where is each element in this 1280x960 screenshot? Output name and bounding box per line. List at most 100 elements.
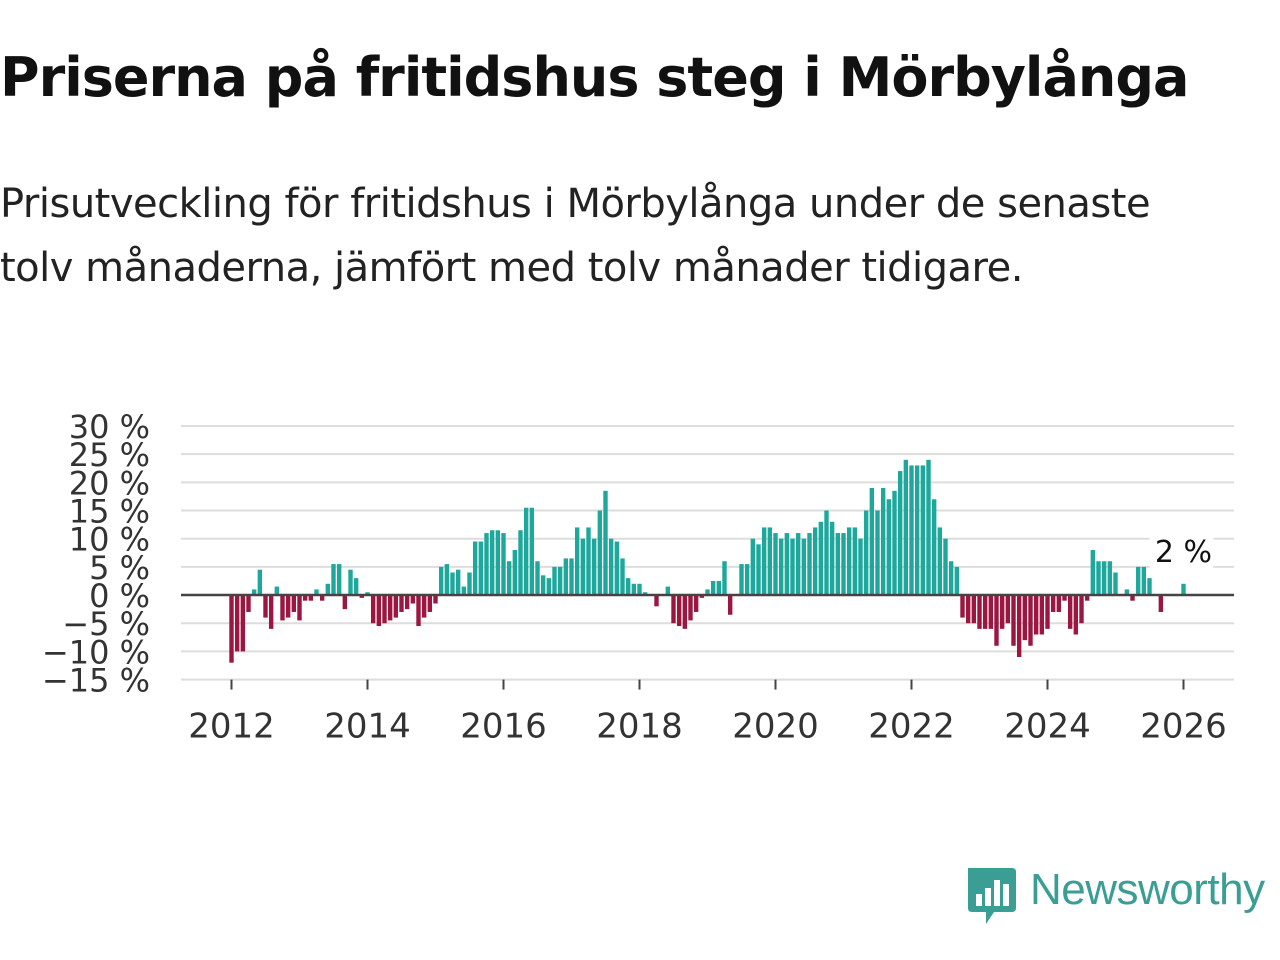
bar (948, 561, 954, 596)
bars (229, 459, 1186, 663)
bar (586, 527, 591, 596)
bar (251, 589, 257, 596)
bar (710, 580, 716, 596)
bar (852, 527, 858, 596)
bar (353, 578, 359, 596)
bar (620, 558, 625, 596)
bar (438, 566, 444, 596)
bar (427, 595, 433, 612)
bar (812, 527, 818, 596)
bar (523, 507, 529, 596)
bar (399, 595, 404, 612)
bar (767, 527, 773, 596)
bar (461, 586, 467, 596)
x-axis: 2012 2014 2016 2018 2020 2022 2024 2026 (188, 679, 1227, 747)
y-tick-label: −15 % (42, 662, 150, 700)
bar (654, 595, 659, 607)
bar (665, 586, 671, 596)
bar (977, 595, 982, 629)
bar (268, 595, 274, 629)
bar (229, 595, 234, 663)
bar (302, 595, 308, 601)
bar (801, 538, 807, 596)
y-tick-label: 10 % (69, 521, 150, 559)
bar (297, 595, 302, 621)
x-tick-label: 2022 (868, 707, 955, 747)
y-tick-label: 15 % (69, 493, 150, 531)
bar (937, 527, 943, 596)
bar (625, 578, 631, 596)
bar (591, 538, 597, 596)
bar (705, 589, 710, 596)
x-tick-label: 2018 (596, 707, 683, 747)
bar (574, 527, 580, 596)
bar (1141, 566, 1147, 596)
bar (552, 566, 557, 596)
bar (489, 530, 495, 596)
bar (234, 595, 240, 652)
bar (529, 507, 535, 596)
bar (682, 595, 688, 629)
bar (1090, 549, 1096, 596)
bar (387, 595, 393, 621)
bar (693, 595, 699, 612)
bar (308, 595, 314, 601)
bar (716, 580, 722, 596)
bar (535, 561, 540, 596)
bar (506, 561, 512, 596)
bar (637, 583, 642, 596)
bar (444, 564, 450, 596)
bar (314, 589, 319, 596)
bar (370, 595, 376, 624)
bar (495, 530, 501, 596)
bar (642, 592, 648, 596)
bar (909, 465, 914, 596)
bar (824, 510, 829, 596)
bar (393, 595, 399, 618)
bar (342, 595, 348, 610)
bar (829, 521, 835, 596)
bar (359, 595, 365, 598)
bar (671, 595, 676, 624)
bar (892, 490, 897, 596)
bar (1084, 595, 1090, 601)
bar (1135, 566, 1141, 596)
bar (274, 586, 280, 596)
bar (897, 471, 903, 596)
y-tick-label: 20 % (69, 464, 150, 502)
bar (994, 595, 999, 646)
bar (433, 595, 438, 604)
bar (569, 558, 574, 596)
bar (982, 595, 988, 629)
bar (739, 564, 744, 596)
bar (455, 569, 461, 596)
y-axis: 30 %25 %20 %15 %10 %5 %0 %−5 %−10 %−15 % (42, 408, 150, 700)
bar (512, 549, 518, 596)
y-tick-label: 30 % (69, 408, 150, 446)
annotation-box (1149, 531, 1214, 572)
bar (1011, 595, 1016, 646)
bar (846, 527, 852, 596)
bar (540, 575, 546, 596)
newsworthy-logo-icon (968, 868, 1016, 924)
bar (1101, 561, 1107, 596)
bar (795, 533, 801, 596)
bar (325, 583, 331, 596)
bar (1067, 595, 1073, 629)
bar (257, 569, 263, 596)
bar (382, 595, 387, 624)
annotation: 2 % (1149, 531, 1214, 572)
bar (467, 572, 472, 596)
bar (1147, 578, 1152, 596)
bar (1107, 561, 1113, 596)
y-tick-label: −10 % (42, 633, 150, 671)
bar (246, 595, 251, 612)
x-tick-label: 2014 (324, 707, 411, 747)
x-tick-label: 2020 (732, 707, 819, 747)
bar (1113, 572, 1118, 596)
bar (1124, 589, 1130, 596)
bar (965, 595, 971, 624)
bar (971, 595, 977, 624)
bar (1079, 595, 1084, 624)
bar (1158, 595, 1164, 612)
